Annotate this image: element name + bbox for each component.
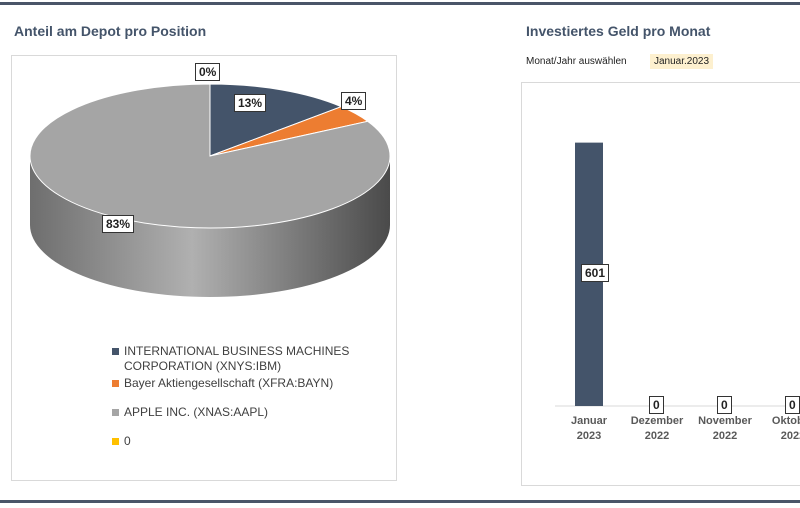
legend-swatch — [112, 348, 119, 355]
pie-label-apple: 83% — [102, 215, 135, 233]
bar-data-label: 601 — [581, 264, 610, 283]
legend-item-bayer: Bayer Aktiengesellschaft (XFRA:BAYN) — [112, 376, 372, 391]
month-selector-label: Monat/Jahr auswählen — [526, 56, 627, 67]
pie-chart-panel — [11, 55, 397, 481]
pie-side-wall — [30, 156, 390, 297]
legend-item-apple: APPLE INC. (XNAS:AAPL) — [112, 405, 372, 420]
legend-swatch — [112, 438, 119, 445]
pie-chart — [29, 83, 391, 297]
pie-label-ibm: 13% — [234, 94, 267, 112]
legend-swatch — [112, 409, 119, 416]
top-rule — [0, 2, 800, 5]
bar-data-label: 0 — [717, 396, 732, 414]
legend-item-ibm: INTERNATIONAL BUSINESS MACHINES CORPORAT… — [112, 344, 372, 374]
x-tick-label: Januar 2023 — [570, 415, 608, 442]
pie-title: Anteil am Depot pro Position — [14, 23, 207, 39]
bar-title: Investiertes Geld pro Monat — [526, 23, 711, 39]
legend-label: 0 — [124, 434, 131, 448]
legend-label: Bayer Aktiengesellschaft (XFRA:BAYN) — [124, 376, 334, 390]
legend-item-other: 0 — [112, 434, 372, 449]
month-selector[interactable]: Januar.2023 — [650, 54, 714, 69]
legend-label: INTERNATIONAL BUSINESS MACHINES CORPORAT… — [124, 344, 350, 373]
legend-label: APPLE INC. (XNAS:AAPL) — [124, 405, 269, 419]
x-tick-label: November 2022 — [698, 415, 752, 442]
bottom-rule — [0, 500, 800, 503]
pie-label-other: 0% — [195, 63, 221, 81]
pie-legend: INTERNATIONAL BUSINESS MACHINES CORPORAT… — [112, 344, 372, 458]
bar-data-label: 0 — [785, 396, 800, 414]
x-tick-label: Dezember 2022 — [630, 415, 684, 442]
legend-swatch — [112, 380, 119, 387]
bar-data-label: 0 — [649, 396, 664, 414]
bar-chart-panel — [521, 82, 800, 486]
x-tick-label: Oktober2022 — [771, 415, 800, 442]
pie-label-bayer: 4% — [341, 92, 367, 110]
